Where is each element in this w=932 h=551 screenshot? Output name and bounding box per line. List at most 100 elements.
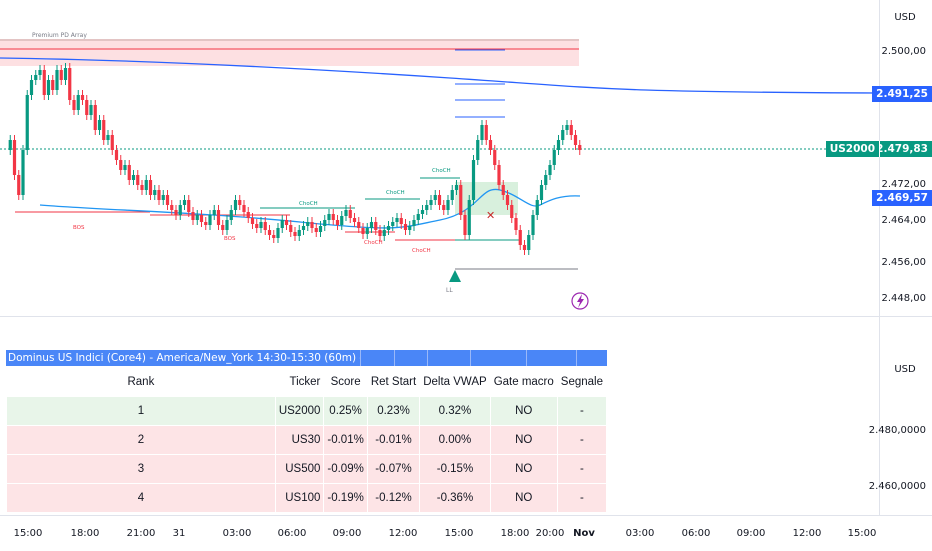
candle-body — [369, 222, 374, 228]
cell-ret-start: -0.12% — [366, 483, 421, 513]
cell-segnale: - — [556, 483, 608, 513]
candle-body — [344, 210, 348, 216]
candle-body — [170, 205, 174, 210]
cell-rank: 1 — [6, 396, 276, 426]
cell-delta-vwap: -0.36% — [419, 483, 491, 513]
candle-body — [250, 218, 255, 224]
symbol-tag: US2000 — [825, 141, 880, 157]
header-rank: Rank — [6, 367, 276, 397]
price-axis[interactable]: USD 2.500,00 2.472,00 2.464,00 2.456,00 … — [872, 0, 932, 316]
ma-lower-price-tag: 2.469,57 — [872, 190, 932, 206]
time-tick: 18:00 — [500, 528, 530, 539]
candle-body — [106, 135, 110, 140]
currency-button[interactable]: USD — [886, 7, 924, 29]
candle-body — [68, 68, 72, 100]
candle-body — [505, 195, 510, 205]
price-label: 2.480,0000 — [868, 425, 926, 436]
time-tick: 18:00 — [70, 528, 100, 539]
candle-body — [289, 225, 293, 232]
price-chart-pane[interactable]: Premium PD Array BOS BOS ChoCH ChoCH Cho… — [0, 0, 932, 316]
candle-body — [306, 222, 310, 226]
candle-body — [148, 180, 153, 195]
currency-button[interactable]: USD — [886, 359, 924, 381]
candle-body — [403, 224, 408, 230]
choch-label: ChoCH — [364, 240, 383, 246]
cell-segnale: - — [556, 425, 608, 455]
candle-body — [114, 150, 119, 160]
candle-body — [476, 140, 480, 160]
time-tick: Nov — [573, 528, 595, 539]
bos-label: BOS — [224, 236, 236, 242]
cell-gate-macro: NO — [489, 454, 558, 484]
candle-body — [153, 190, 157, 195]
header-gate-macro: Gate macro — [489, 367, 558, 397]
candle-body — [38, 70, 42, 75]
candle-body — [578, 145, 582, 150]
time-axis[interactable]: 15:00 18:00 21:00 31 03:00 06:00 09:00 1… — [0, 515, 932, 551]
buy-arrow-icon — [449, 270, 461, 282]
candle-body — [335, 220, 340, 225]
table-row: 3 US500 -0.09% -0.07% -0.15% NO - — [6, 454, 608, 484]
candle-body — [293, 232, 297, 236]
cell-segnale: - — [556, 396, 608, 426]
cell-gate-macro: NO — [489, 483, 558, 513]
candle-body — [361, 228, 365, 234]
candle-body — [301, 226, 306, 230]
cell-ticker: US30 — [274, 425, 325, 455]
candle-body — [216, 210, 221, 225]
time-tick: 03:00 — [625, 528, 655, 539]
cell-segnale: - — [556, 454, 608, 484]
candle-body — [76, 95, 80, 110]
header-segnale: Segnale — [556, 367, 608, 397]
table-title-bar: Dominus US Indici (Core4) - America/New_… — [6, 350, 607, 366]
indicator-price-axis[interactable]: USD 2.480,0000 2.460,0000 — [869, 317, 932, 515]
table-row: 1 US2000 0.25% 0.23% 0.32% NO - — [6, 396, 608, 426]
last-price-tag: 2.479,83 — [872, 141, 932, 157]
cell-rank: 3 — [6, 454, 276, 484]
candlestick-chart[interactable]: Premium PD Array BOS BOS ChoCH ChoCH Cho… — [0, 0, 880, 316]
candle-body — [497, 165, 501, 185]
candle-body — [246, 212, 250, 218]
lightning-icon[interactable] — [571, 292, 589, 310]
pane-separator[interactable] — [0, 316, 932, 317]
candle-body — [25, 95, 29, 150]
candle-body — [514, 218, 518, 230]
candle-body — [225, 220, 229, 230]
candle-body — [442, 205, 446, 210]
slow-moving-average — [0, 57, 880, 94]
ma-upper-price-tag: 2.491,25 — [872, 86, 932, 102]
candle-body — [284, 220, 289, 225]
table-row: 4 US100 -0.19% -0.12% -0.36% NO - — [6, 483, 608, 513]
candle-body — [531, 215, 535, 235]
candle-body — [471, 160, 476, 200]
cell-ticker: US500 — [274, 454, 325, 484]
ll-label: LL — [446, 287, 453, 294]
candle-body — [331, 214, 335, 220]
cell-score: -0.19% — [323, 483, 368, 513]
candle-body — [208, 215, 212, 225]
zone-label: Premium PD Array — [32, 32, 87, 39]
candle-body — [21, 150, 25, 195]
candle-body — [187, 200, 191, 212]
candle-body — [199, 215, 204, 222]
candle-body — [522, 245, 527, 250]
candle-body — [63, 68, 68, 80]
candle-body — [480, 125, 484, 140]
cell-gate-macro: NO — [489, 396, 558, 426]
candle-body — [365, 228, 369, 234]
time-tick: 06:00 — [277, 528, 307, 539]
choch-label: ChoCH — [299, 201, 318, 207]
cell-ticker: US100 — [274, 483, 325, 513]
candle-body — [374, 222, 378, 230]
candle-body — [463, 215, 467, 235]
candle-body — [12, 140, 17, 175]
indicator-pane[interactable]: Dominus US Indici (Core4) - America/New_… — [0, 317, 932, 515]
cell-delta-vwap: -0.15% — [419, 454, 491, 484]
candle-body — [429, 200, 433, 205]
candle-body — [93, 105, 97, 130]
header-ret-start: Ret Start — [366, 367, 421, 397]
candle-body — [454, 185, 459, 190]
candle-body — [157, 190, 161, 200]
candle-body — [212, 210, 216, 215]
candle-body — [233, 200, 238, 210]
